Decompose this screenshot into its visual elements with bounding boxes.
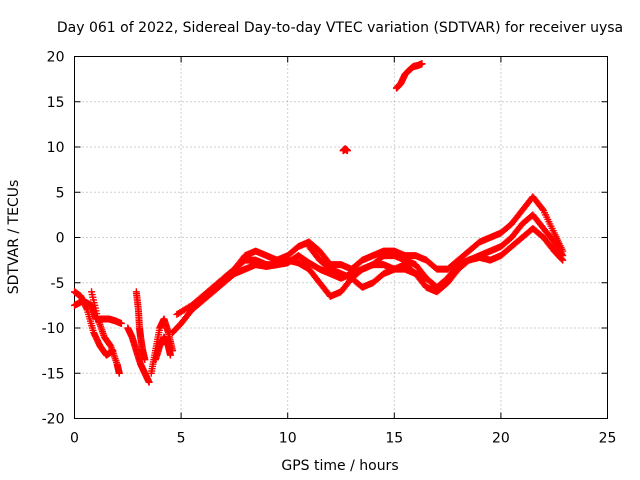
y-tick-label: -10 [42, 321, 65, 337]
data-point [559, 247, 567, 255]
x-tick-label: 10 [279, 431, 297, 447]
series-main-4 [305, 243, 430, 291]
series-high-arc [392, 60, 426, 92]
x-tick-label: 0 [70, 431, 79, 447]
x-tick-label: 15 [385, 431, 403, 447]
series-arc-a [71, 288, 117, 359]
y-tick-label: 10 [47, 140, 65, 156]
x-tick-label: 25 [599, 431, 617, 447]
data-point [422, 274, 430, 282]
y-tick-label: -15 [42, 366, 65, 382]
chart-title: Day 061 of 2022, Sidereal Day-to-day VTE… [57, 20, 623, 36]
data-point [343, 147, 351, 155]
series-arc-d [124, 324, 153, 386]
data-point [145, 378, 153, 386]
data-point [166, 351, 174, 359]
series-outlier-cluster [339, 145, 351, 155]
y-axis-label: SDTVAR / TECUs [6, 180, 22, 295]
data-point [117, 319, 125, 327]
y-tick-label: 0 [56, 231, 65, 247]
data-point [418, 60, 426, 68]
y-tick-label: 15 [47, 95, 65, 111]
y-tick-label: -5 [51, 276, 65, 292]
data-point [538, 205, 546, 213]
x-tick-label: 20 [492, 431, 510, 447]
x-axis-label: GPS time / hours [281, 458, 398, 474]
y-tick-label: -20 [42, 412, 65, 428]
x-tick-label: 5 [177, 431, 186, 447]
data-point [115, 369, 123, 377]
series-main-3 [209, 193, 567, 291]
data-series [71, 60, 567, 386]
series-arc-e [132, 288, 149, 364]
y-tick-label: 20 [47, 50, 65, 66]
y-tick-label: 5 [56, 185, 65, 201]
series-arc-c [88, 288, 123, 377]
series-arc-g [152, 333, 174, 364]
data-point [141, 356, 149, 364]
axis-ticks: 0 5 10 15 20 25 -20 -15 -10 -5 0 5 10 15 20 [42, 50, 617, 447]
